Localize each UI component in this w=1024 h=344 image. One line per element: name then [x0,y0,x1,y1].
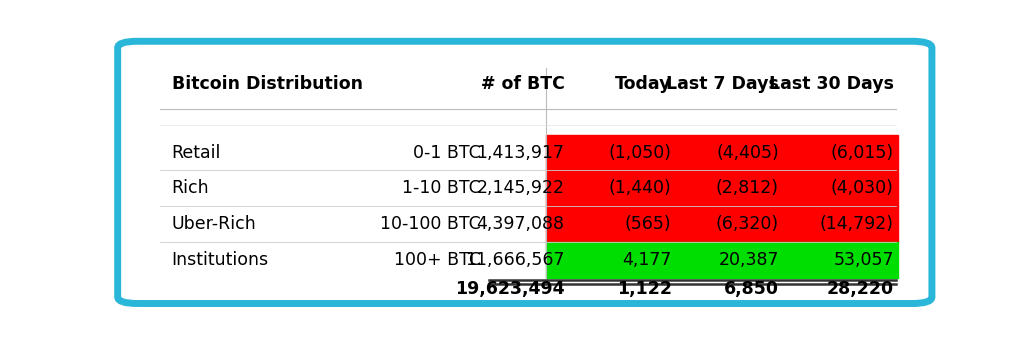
Text: (14,792): (14,792) [820,215,894,233]
Text: 28,220: 28,220 [826,280,894,298]
Text: 1,413,917: 1,413,917 [476,143,564,162]
Text: 19,623,494: 19,623,494 [455,280,564,298]
Text: (1,440): (1,440) [609,179,672,197]
Text: # of BTC: # of BTC [480,75,564,93]
Text: Institutions: Institutions [172,251,268,269]
Text: 100+ BTC: 100+ BTC [394,251,481,269]
Text: Today: Today [615,75,672,93]
Text: Rich: Rich [172,179,209,197]
Text: 4,397,088: 4,397,088 [476,215,564,233]
Text: 11,666,567: 11,666,567 [465,251,564,269]
Text: (565): (565) [625,215,672,233]
Text: (2,812): (2,812) [716,179,778,197]
Text: (4,030): (4,030) [830,179,894,197]
Bar [546,135,898,170]
Text: 2,145,922: 2,145,922 [476,179,564,197]
Text: 0-1 BTC: 0-1 BTC [414,143,481,162]
Text: 20,387: 20,387 [718,251,778,269]
Bar [546,206,898,242]
FancyBboxPatch shape [118,41,932,303]
Text: 1,122: 1,122 [616,280,672,298]
Text: Retail: Retail [172,143,221,162]
Text: 6,850: 6,850 [724,280,778,298]
Text: 53,057: 53,057 [834,251,894,269]
Text: (6,320): (6,320) [716,215,778,233]
Text: 1-10 BTC: 1-10 BTC [402,179,481,197]
Text: (1,050): (1,050) [608,143,672,162]
Text: Bitcoin Distribution: Bitcoin Distribution [172,75,362,93]
Text: (4,405): (4,405) [716,143,778,162]
Bar [546,242,898,278]
Text: 4,177: 4,177 [623,251,672,269]
Text: Last 30 Days: Last 30 Days [769,75,894,93]
Text: (6,015): (6,015) [830,143,894,162]
Text: Uber-Rich: Uber-Rich [172,215,256,233]
Text: 10-100 BTC: 10-100 BTC [380,215,481,233]
Bar [546,171,898,206]
Text: Last 7 Days: Last 7 Days [666,75,778,93]
